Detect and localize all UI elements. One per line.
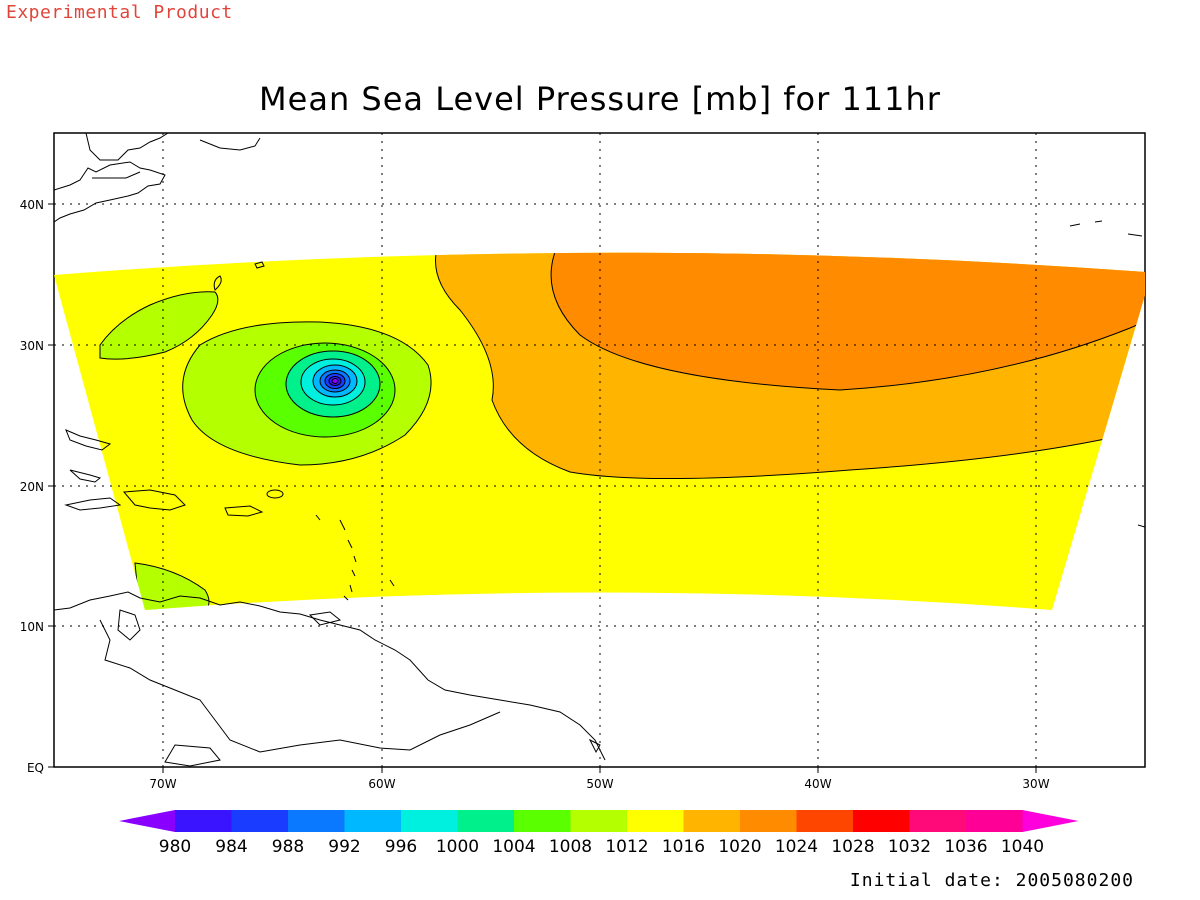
colorbar-swatch (231, 810, 289, 832)
colorbar-label: 1012 (605, 837, 648, 857)
colorbar-swatch (514, 810, 571, 832)
fill-1012-patch-south (134, 562, 210, 610)
low-pressure-system (182, 321, 432, 466)
lat-lon-grid (54, 133, 1145, 767)
colorbar-label: 1008 (549, 837, 592, 857)
colorbar-swatch (853, 810, 910, 832)
isobar-980 (331, 378, 339, 384)
colorbar-swatch (344, 810, 402, 832)
colorbar-swatch (570, 810, 628, 832)
y-tick-label: 40N (20, 198, 44, 212)
fill-1024 (550, 252, 1145, 391)
x-tick-label: 40W (804, 777, 831, 791)
x-tick-label: 30W (1022, 777, 1049, 791)
y-tick-label: 20N (20, 480, 44, 494)
colorbar-swatch (740, 810, 797, 832)
colorbar-label: 984 (215, 837, 247, 857)
colorbar-label: 1016 (662, 837, 705, 857)
x-tick-label: 60W (368, 777, 395, 791)
fill-1012-patch-bahamas (99, 291, 219, 360)
colorbar-swatch (401, 810, 458, 832)
colorbar-swatch (796, 810, 854, 832)
colorbar-arrow-high (1022, 810, 1079, 832)
colorbar-label: 1004 (492, 837, 535, 857)
x-tick-label: 50W (586, 777, 613, 791)
colorbar-label: 1028 (831, 837, 874, 857)
map-title: Mean Sea Level Pressure [mb] for 111hr (259, 80, 941, 118)
colorbar-swatch (627, 810, 684, 832)
colorbar-swatch (175, 810, 232, 832)
x-tick-label: 70W (149, 777, 176, 791)
colorbar-label: 1020 (718, 837, 761, 857)
colorbar-label: 996 (385, 837, 417, 857)
colorbar-label: 988 (272, 837, 304, 857)
initial-date: Initial date: 2005080200 (849, 870, 1134, 891)
colorbar-label: 992 (328, 837, 360, 857)
pressure-field (54, 252, 1145, 610)
colorbar-label: 980 (159, 837, 191, 857)
colorbar-swatch (683, 810, 741, 832)
experimental-product-tag: Experimental Product (6, 2, 233, 23)
colorbar-label: 1032 (888, 837, 931, 857)
colorbar: 980 984 988 992 996 1000 1004 1008 1012 1016 1020 1… (119, 810, 1079, 857)
colorbar-label: 1036 (944, 837, 987, 857)
y-tick-label: 10N (20, 620, 44, 634)
colorbar-swatch (966, 810, 1023, 832)
colorbar-swatch (288, 810, 345, 832)
colorbar-label: 1040 (1001, 837, 1044, 857)
colorbar-swatch (457, 810, 515, 832)
y-tick-label: EQ (27, 761, 44, 775)
coastlines (54, 133, 1145, 767)
colorbar-swatch (909, 810, 967, 832)
y-tick-label: 30N (20, 339, 44, 353)
colorbar-label: 1024 (775, 837, 818, 857)
colorbar-arrow-low (119, 810, 175, 832)
colorbar-label: 1000 (436, 837, 479, 857)
tick-marks (48, 203, 1037, 773)
